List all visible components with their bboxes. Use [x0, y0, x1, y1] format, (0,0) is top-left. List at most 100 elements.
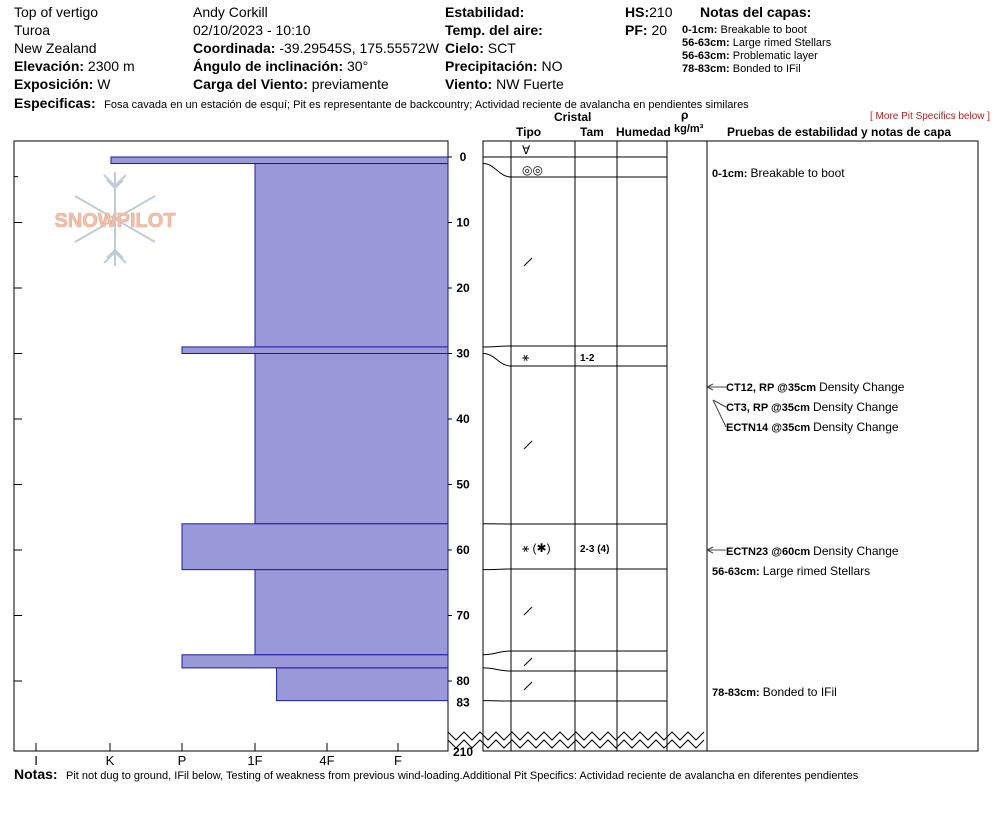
- test-code: CT3, RP @35cm: [726, 402, 810, 414]
- layer-boundaries: [482, 156, 667, 702]
- crystal-type-icon: ⚹ (✱): [522, 541, 551, 555]
- layer-note-range: 56-63cm:: [682, 50, 730, 62]
- layer-connector: [482, 568, 512, 571]
- stability-test-ectn23: ECTN23 @60cm Density Change: [726, 544, 899, 558]
- layer-connector: [482, 163, 512, 178]
- crystal-row: ⚹ 1-2: [522, 350, 595, 364]
- crystal-type-icon: ◎◎: [522, 163, 543, 177]
- logo-text: SNOWPILOT: [54, 210, 175, 232]
- layer-note-range: 56-63cm:: [682, 37, 730, 49]
- elevation-value: 2300 m: [87, 58, 135, 74]
- depth-label: 30: [456, 347, 470, 361]
- layer-note-3: 56-63cm: Problematic layer: [682, 50, 818, 62]
- sky-value: SCT: [487, 40, 516, 56]
- test-code: CT12, RP @35cm: [726, 382, 817, 394]
- hardness-bar: [254, 353, 449, 525]
- depth-label: 0: [460, 150, 467, 164]
- crystal-row: ⚹ (✱) 2-3 (4): [522, 541, 609, 555]
- location-name: Top of vertigo: [14, 4, 99, 20]
- test-note: Density Change: [819, 380, 905, 394]
- depth-label: 60: [456, 543, 470, 557]
- stability-label: Estabilidad:: [445, 4, 525, 20]
- wind-label: Viento:: [445, 76, 493, 92]
- layer-connector: [482, 667, 512, 672]
- specifics-label: Especificas:: [14, 95, 96, 111]
- hardness-tick-label: 1F: [247, 753, 262, 768]
- depth-label: 20: [456, 281, 470, 295]
- slope-row: Ángulo de inclinación: 30°: [193, 58, 368, 74]
- stability-test-ct3: CT3, RP @35cm Density Change: [726, 400, 898, 414]
- coordinate-label: Coordinada:: [193, 40, 276, 56]
- elevation-label: Elevación:: [14, 58, 85, 74]
- more-pit-specifics-link[interactable]: [ More Pit Specifics below ]: [870, 111, 991, 122]
- wind-row: Viento: NW Fuerte: [445, 76, 564, 92]
- faceted-crystal-icon: [523, 657, 533, 667]
- hardness-tick-label: P: [178, 753, 187, 768]
- precip-label: Precipitación:: [445, 58, 538, 74]
- pf-row: PF: 20: [625, 22, 667, 38]
- crystal-type-icon: ⚹: [522, 350, 529, 364]
- rho-header: ρ: [681, 108, 689, 122]
- comment-range: 56-63cm:: [712, 566, 760, 578]
- layer-note-2: 56-63cm: Large rimed Stellars: [682, 37, 831, 49]
- humedad-header: Humedad: [616, 125, 671, 139]
- observer-name: Andy Corkill: [193, 4, 268, 20]
- comment-text: Bonded to IFil: [762, 685, 837, 699]
- aspect-value: W: [97, 76, 111, 92]
- hardness-bar: [110, 156, 449, 165]
- layer-note-range: 0-1cm:: [682, 24, 718, 36]
- observation-datetime: 02/10/2023 - 10:10: [193, 22, 311, 38]
- test-code: ECTN23 @60cm: [726, 546, 811, 558]
- hardness-tick-label: K: [106, 753, 115, 768]
- layer-comment-78-83: 78-83cm: Bonded to IFil: [712, 685, 837, 699]
- hs-label: HS:: [625, 4, 650, 20]
- depth-label: 83: [456, 696, 470, 710]
- faceted-crystal-icon: [523, 440, 533, 450]
- specifics-row: Especificas: Fosa cavada en un estación …: [14, 95, 749, 113]
- arrow-head-ectn23: [705, 546, 714, 554]
- layer-connector: [482, 345, 512, 348]
- hs-row: HS:210: [625, 4, 672, 20]
- slope-label: Ángulo de inclinación:: [193, 58, 344, 74]
- crystal-size: 1-2: [580, 353, 595, 364]
- layer-note-range: 78-83cm:: [682, 63, 730, 75]
- layer-table-frame: [482, 140, 979, 752]
- crystal-row: [523, 657, 533, 667]
- aspect-row: Exposición: W: [14, 76, 110, 92]
- comment-range: 0-1cm:: [712, 168, 748, 180]
- comment-text: Large rimed Stellars: [762, 564, 871, 578]
- stability-test-ectn14: ECTN14 @35cm Density Change: [726, 420, 899, 434]
- coordinate-row: Coordinada: -39.29545S, 175.55572W: [193, 40, 439, 56]
- layer-connector: [482, 353, 512, 367]
- air-temp-label: Temp. del aire:: [445, 22, 543, 38]
- depth-label: 40: [456, 412, 470, 426]
- arrow-line-ectn14: [712, 399, 727, 428]
- wind-load-row: Carga del Viento: previamente: [193, 76, 389, 92]
- area-name: Turoa: [14, 22, 51, 38]
- wind-value: NW Fuerte: [496, 76, 564, 92]
- crystal-type-icon: ∀: [522, 143, 531, 157]
- crystal-row: [523, 681, 533, 691]
- cristal-header: Cristal: [554, 110, 592, 124]
- footer-notes: Notas: Pit not dug to ground, IFil below…: [14, 766, 858, 784]
- layer-connector: [482, 650, 512, 656]
- hardness-tick-label: F: [394, 753, 402, 768]
- faceted-crystal-icon: [523, 681, 533, 691]
- test-note: Density Change: [813, 544, 899, 558]
- crystal-row: [523, 606, 533, 616]
- stability-test-ct12: CT12, RP @35cm Density Change: [726, 380, 904, 394]
- crystal-size: 2-3 (4): [580, 544, 609, 555]
- hardness-bar: [254, 163, 449, 348]
- test-code: ECTN14 @35cm: [726, 422, 811, 434]
- hardness-bar: [181, 654, 449, 669]
- layer-note-text: Breakable to boot: [720, 24, 807, 36]
- pf-label: PF:: [625, 22, 648, 38]
- test-note: Density Change: [812, 400, 899, 414]
- snowflake-logo-icon: [74, 172, 156, 266]
- depth-label: 70: [456, 609, 470, 623]
- layer-note-4: 78-83cm: Bonded to IFil: [682, 63, 801, 75]
- crystal-row: ◎◎: [522, 163, 543, 177]
- precip-row: Precipitación: NO: [445, 58, 562, 74]
- hardness-bars: [110, 156, 449, 702]
- layer-notes-title: Notas del capas:: [700, 4, 812, 20]
